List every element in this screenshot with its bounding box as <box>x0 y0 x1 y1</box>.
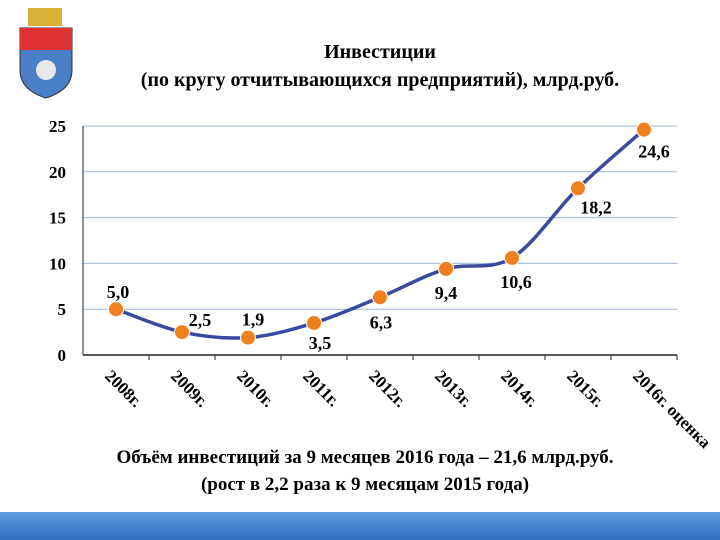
data-label: 2,5 <box>189 310 212 330</box>
data-label: 3,5 <box>309 333 332 353</box>
marker <box>570 180 586 197</box>
data-label: 10,6 <box>500 272 532 292</box>
data-label: 1,9 <box>242 310 265 330</box>
marker <box>174 324 190 341</box>
y-tick-label: 5 <box>58 300 67 319</box>
marker <box>372 289 388 306</box>
data-label: 9,4 <box>435 283 458 303</box>
marker <box>438 260 454 277</box>
marker <box>504 249 520 266</box>
y-tick-label: 20 <box>49 163 66 182</box>
y-tick-label: 25 <box>49 117 66 136</box>
chart-subtitle: (по кругу отчитывающихся предприятий), м… <box>141 69 619 91</box>
chart-title: Инвестиции <box>324 41 436 63</box>
data-label: 5,0 <box>107 282 130 302</box>
coat-of-arms <box>19 8 73 99</box>
footer-bar <box>0 512 720 540</box>
marker <box>108 301 124 318</box>
data-label: 18,2 <box>580 197 612 217</box>
y-tick-label: 10 <box>49 254 66 273</box>
marker <box>636 121 652 138</box>
marker <box>306 314 322 331</box>
y-tick-label: 0 <box>58 346 67 365</box>
data-label: 24,6 <box>638 142 670 162</box>
y-tick-label: 15 <box>49 209 66 228</box>
marker <box>240 329 256 346</box>
note: Объём инвестиций за 9 месяцев 2016 года … <box>116 447 613 468</box>
data-label: 6,3 <box>370 312 393 332</box>
note: (рост в 2,2 раза к 9 месяцам 2015 года) <box>201 474 529 495</box>
